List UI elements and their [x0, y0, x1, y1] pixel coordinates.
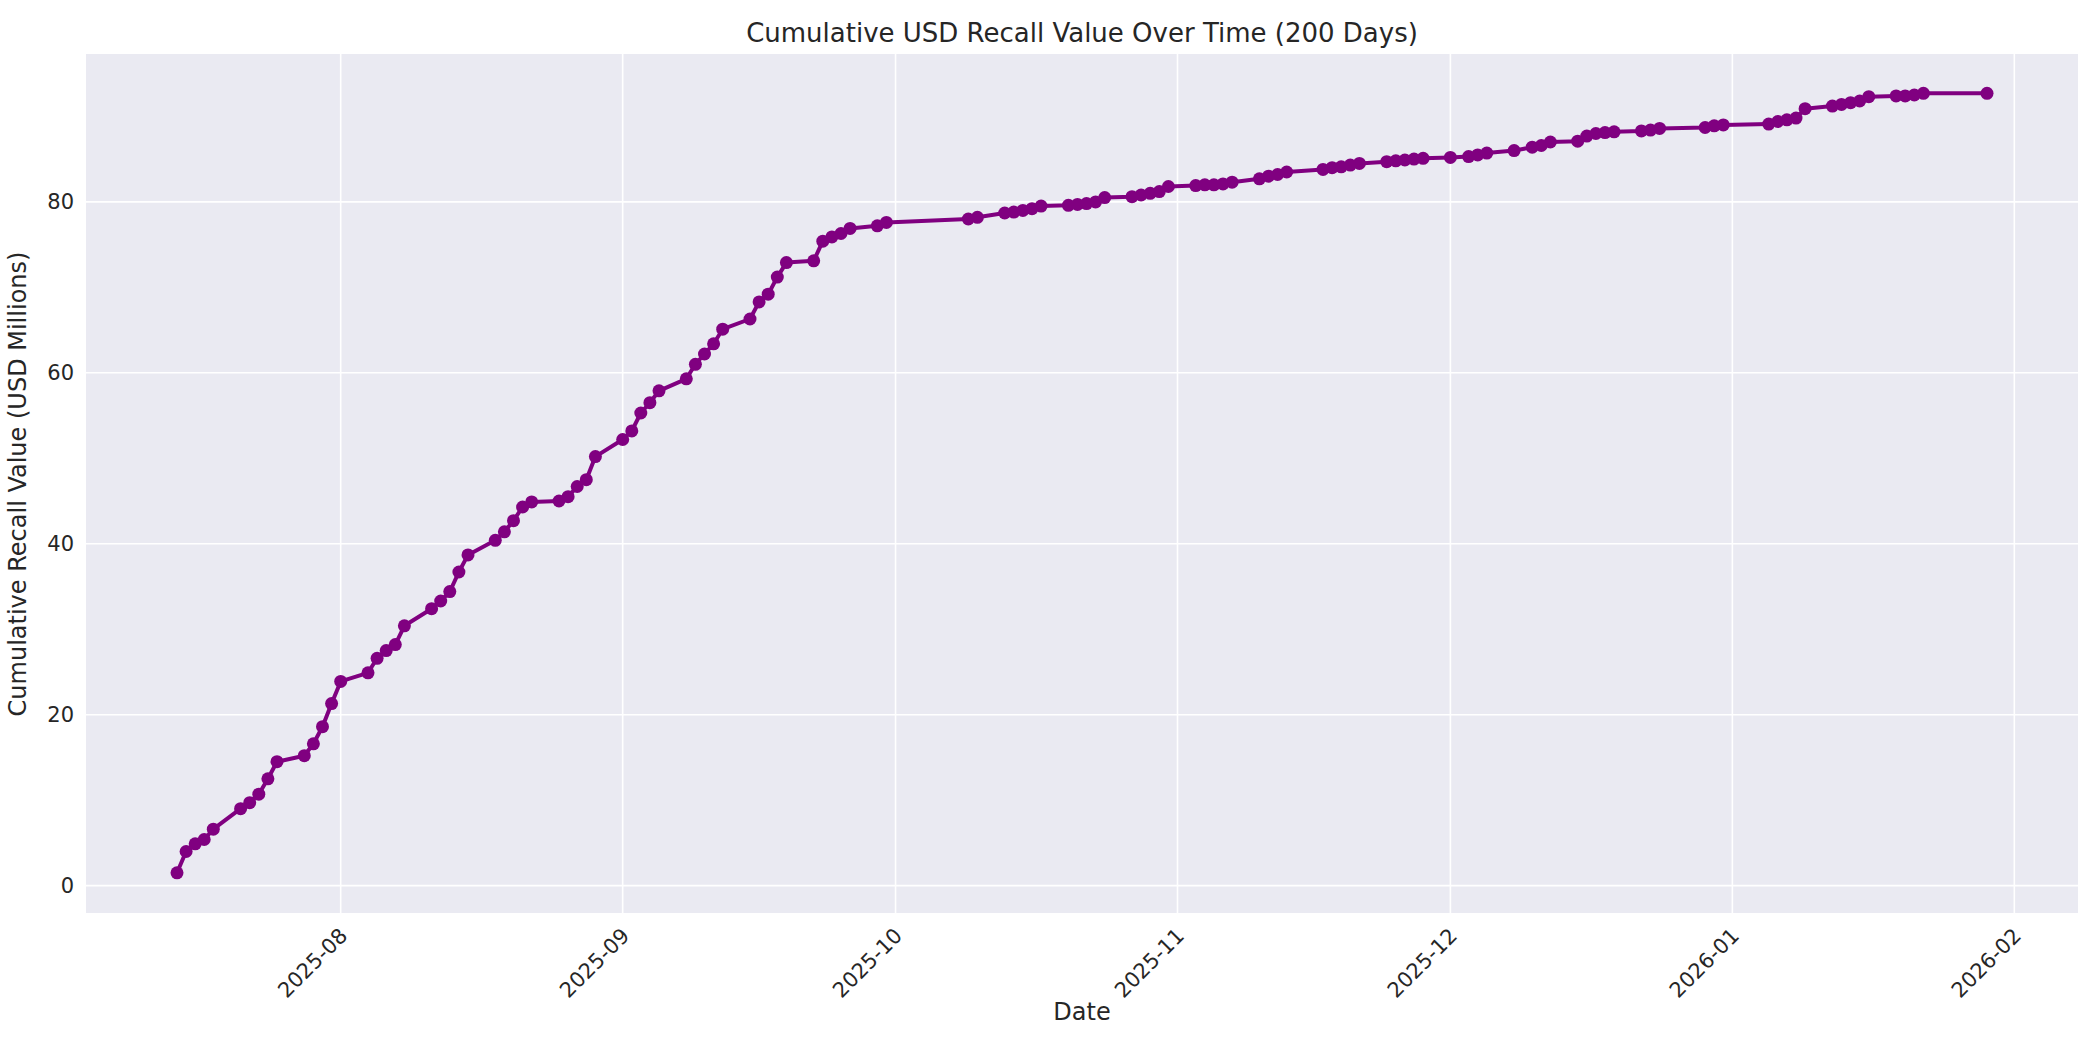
data-point-marker [589, 450, 602, 463]
data-point-marker [1862, 90, 1875, 103]
x-tick-label: 2025-12 [1383, 924, 1462, 1003]
data-point-marker [716, 323, 729, 336]
data-point-marker [680, 372, 693, 385]
data-point-marker [762, 288, 775, 301]
data-point-marker [1608, 125, 1621, 138]
data-point-marker [771, 271, 784, 284]
data-point-marker [971, 211, 984, 224]
data-point-marker [1653, 122, 1666, 135]
data-point-marker [334, 675, 347, 688]
data-point-marker [653, 384, 666, 397]
data-point-marker [325, 697, 338, 710]
data-point-marker [443, 585, 456, 598]
data-point-marker [252, 788, 265, 801]
data-point-marker [198, 833, 211, 846]
data-point-marker [1353, 157, 1366, 170]
data-point-marker [462, 548, 475, 561]
data-point-marker [1280, 166, 1293, 179]
data-point-marker [307, 737, 320, 750]
data-point-marker [525, 495, 538, 508]
data-point-marker [844, 222, 857, 235]
data-point-marker [1790, 112, 1803, 125]
data-point-marker [780, 256, 793, 269]
y-tick-label: 40 [47, 532, 74, 556]
data-point-marker [1799, 102, 1812, 115]
data-point-marker [261, 772, 274, 785]
data-point-marker [171, 866, 184, 879]
data-point-marker [434, 595, 447, 608]
y-tick-label: 20 [47, 703, 74, 727]
data-point-marker [1917, 87, 1930, 100]
x-axis-label: Date [86, 998, 2078, 1026]
y-tick-label: 60 [47, 361, 74, 385]
data-point-marker [634, 407, 647, 420]
data-point-marker [507, 514, 520, 527]
data-point-marker [1544, 136, 1557, 149]
plot-area [86, 54, 2078, 913]
data-point-marker [316, 720, 329, 733]
data-point-marker [1480, 147, 1493, 160]
data-point-marker [1162, 180, 1175, 193]
data-point-marker [1444, 151, 1457, 164]
data-point-marker [1981, 87, 1994, 100]
data-point-marker [698, 348, 711, 361]
x-tick-label: 2026-02 [1947, 924, 2026, 1003]
data-point-marker [1417, 152, 1430, 165]
data-point-marker [1035, 200, 1048, 213]
data-point-marker [1508, 144, 1521, 157]
y-axis-label: Cumulative Recall Value (USD Millions) [4, 252, 32, 717]
y-tick-label: 80 [47, 190, 74, 214]
data-point-marker [807, 254, 820, 267]
data-point-marker [398, 619, 411, 632]
data-point-marker [362, 666, 375, 679]
data-point-marker [298, 749, 311, 762]
data-point-marker [452, 566, 465, 579]
data-point-marker [580, 473, 593, 486]
data-point-marker [707, 337, 720, 350]
data-point-marker [625, 424, 638, 437]
plot-canvas: 0 20 40 60 80 2025-08 2025-09 2025-10 2025-11 202… [0, 0, 2100, 1050]
x-tick-label: 2025-09 [555, 924, 634, 1003]
data-point-marker [1098, 191, 1111, 204]
x-tick-label: 2025-10 [828, 924, 907, 1003]
data-point-marker [207, 823, 220, 836]
chart-title: Cumulative USD Recall Value Over Time (2… [86, 18, 2078, 48]
y-tick-label: 0 [61, 874, 74, 898]
x-tick-label: 2026-01 [1665, 924, 1744, 1003]
data-point-marker [643, 396, 656, 409]
data-point-marker [689, 358, 702, 371]
data-point-marker [1717, 118, 1730, 131]
x-tick-label: 2025-08 [273, 924, 352, 1003]
data-point-marker [271, 755, 284, 768]
x-tick-label: 2025-11 [1110, 924, 1189, 1003]
data-point-marker [389, 638, 402, 651]
data-point-marker [562, 490, 575, 503]
data-point-marker [880, 216, 893, 229]
data-point-marker [498, 525, 511, 538]
data-point-marker [1226, 176, 1239, 189]
figure: 0 20 40 60 80 2025-08 2025-09 2025-10 2025-11 202… [0, 0, 2100, 1050]
data-point-marker [744, 313, 757, 326]
